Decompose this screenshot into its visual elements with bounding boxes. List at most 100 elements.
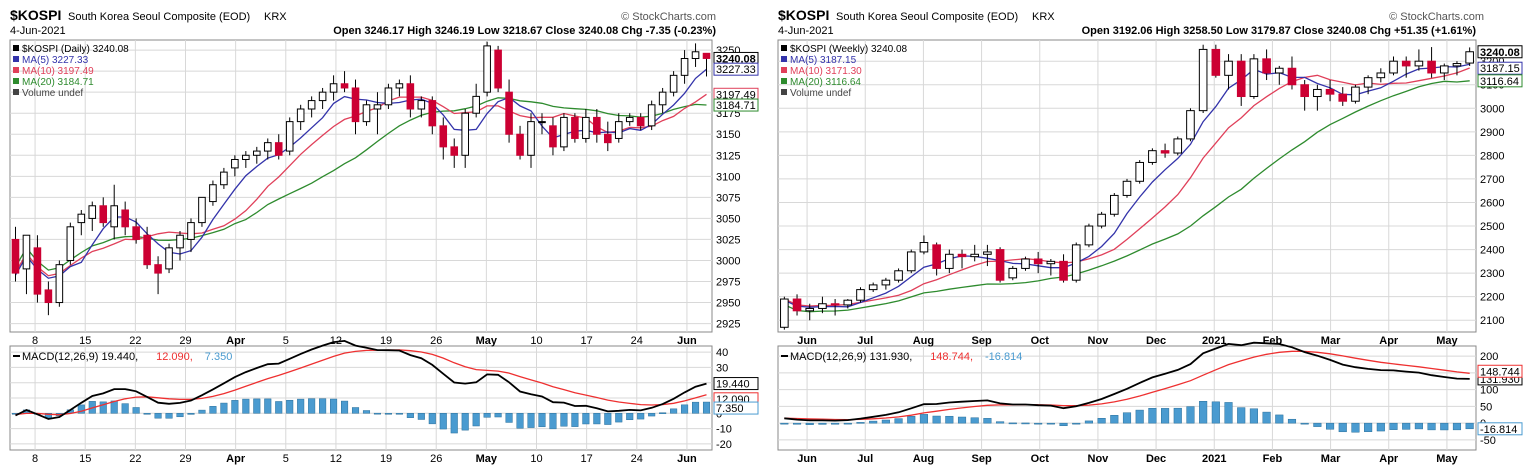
candle-body bbox=[1325, 88, 1335, 95]
ma20-value-label-box bbox=[713, 98, 759, 112]
candle-body bbox=[945, 253, 954, 269]
macd-histogram-bar bbox=[571, 413, 579, 427]
x-tick-label: 10 bbox=[530, 335, 542, 347]
price-tick-label: 2925 bbox=[716, 319, 740, 331]
price-tick-label: 3150 bbox=[716, 129, 740, 141]
macd-histogram-bar bbox=[439, 413, 447, 430]
macd-histogram-bar bbox=[869, 420, 878, 424]
candle-body bbox=[132, 226, 140, 240]
macd-histogram-bar bbox=[428, 413, 436, 425]
macd-histogram-bar bbox=[154, 413, 162, 419]
candle-body bbox=[1313, 88, 1322, 98]
signal-value-label-box bbox=[1477, 364, 1523, 378]
macd-histogram-bar bbox=[538, 413, 546, 428]
weekly-chart[interactable]: $KOSPI South Korea Seoul Composite (EOD)… bbox=[764, 0, 1528, 468]
candle-body bbox=[906, 251, 916, 272]
candle-body bbox=[1160, 150, 1170, 154]
legend-entry: MA(5) 3187.15 bbox=[790, 55, 857, 66]
x-tick-label: May bbox=[1436, 335, 1458, 347]
candle-body bbox=[593, 116, 601, 135]
candle-body bbox=[1262, 58, 1271, 74]
macd-histogram-bar bbox=[1402, 422, 1411, 430]
candle-body bbox=[669, 74, 678, 93]
candle-body bbox=[1274, 67, 1284, 74]
candle-body bbox=[868, 284, 878, 291]
candle-body bbox=[805, 307, 815, 312]
x-tick-label: 24 bbox=[631, 335, 643, 347]
signal-value-label: 148.744 bbox=[1480, 366, 1520, 378]
candle-body bbox=[818, 303, 827, 309]
macd-histogram-bar bbox=[77, 404, 85, 414]
macd-line bbox=[784, 341, 1470, 422]
macd-histogram-bar bbox=[805, 422, 814, 425]
ma10-value-label: 3197.49 bbox=[716, 89, 756, 101]
candle-body bbox=[549, 125, 557, 148]
candle-body bbox=[253, 150, 261, 156]
candle-body bbox=[143, 234, 151, 266]
candle-body bbox=[702, 52, 711, 59]
close-value-label: 3240.08 bbox=[716, 53, 756, 65]
candle-body bbox=[483, 45, 491, 93]
candle-body bbox=[384, 87, 393, 106]
macd-tick-label: 200 bbox=[1480, 351, 1498, 363]
candle-body bbox=[970, 253, 980, 258]
candle-body bbox=[680, 58, 689, 76]
candle-body bbox=[856, 289, 865, 301]
candle-body bbox=[121, 209, 129, 228]
chart-date: 4-Jun-2021 bbox=[10, 25, 66, 37]
x-tick-label: Dec bbox=[1146, 335, 1166, 347]
macd-histogram-bar bbox=[549, 413, 557, 430]
ma5-value-label: 3227.33 bbox=[716, 64, 756, 76]
macd-histogram-bar bbox=[1262, 411, 1271, 424]
macd-histogram-bar bbox=[702, 401, 711, 414]
macd-histogram-bar bbox=[461, 413, 469, 431]
legend-swatch bbox=[13, 89, 19, 95]
macd-histogram-bar bbox=[1097, 418, 1106, 424]
x-tick-label: 8 bbox=[32, 335, 38, 347]
candle-body bbox=[176, 234, 184, 249]
macd-histogram-bar bbox=[341, 400, 349, 414]
x-tick-label: 17 bbox=[581, 453, 593, 465]
candle-body bbox=[296, 108, 305, 123]
candle-body bbox=[187, 222, 195, 240]
macd-histogram-bar bbox=[1287, 418, 1297, 424]
macd-histogram-bar bbox=[1249, 408, 1258, 424]
macd-histogram-bar bbox=[176, 413, 184, 418]
macd-tick-label: -20 bbox=[716, 439, 732, 451]
x-tick-label: 15 bbox=[79, 453, 91, 465]
candle-body bbox=[1300, 84, 1309, 98]
candle-body bbox=[1427, 60, 1436, 74]
ohlc-summary: Open 3246.17 High 3246.19 Low 3218.67 Cl… bbox=[333, 25, 716, 37]
macd-histogram-bar bbox=[373, 412, 381, 415]
candle-body bbox=[11, 238, 20, 274]
candle-body bbox=[329, 83, 338, 93]
macd-histogram-bar bbox=[1351, 422, 1360, 433]
candle-body bbox=[792, 298, 802, 312]
macd-histogram-bar bbox=[1084, 420, 1093, 424]
macd-histogram-bar bbox=[831, 422, 840, 425]
histogram-value-label-box bbox=[1477, 422, 1523, 436]
macd-histogram-bar bbox=[220, 402, 228, 414]
price-tick-label: 2100 bbox=[1480, 315, 1504, 327]
macd-histogram-bar bbox=[1452, 422, 1462, 431]
candle-body bbox=[919, 242, 929, 253]
candle-body bbox=[1224, 60, 1233, 76]
macd-histogram-bar bbox=[659, 412, 667, 414]
x-tick-label: Oct bbox=[1031, 453, 1050, 465]
macd-histogram-bar bbox=[1313, 422, 1322, 427]
macd-histogram-bar bbox=[582, 413, 590, 425]
macd-histogram-bar bbox=[626, 413, 634, 421]
close-value-label-box bbox=[1477, 45, 1523, 59]
x-tick-label: 26 bbox=[430, 453, 442, 465]
macd-histogram-bar bbox=[1389, 422, 1398, 430]
x-tick-label: Apr bbox=[1379, 335, 1399, 347]
candle-body bbox=[1046, 260, 1056, 265]
price-frame bbox=[9, 39, 713, 333]
macd-histogram-bar bbox=[297, 398, 305, 414]
daily-chart[interactable]: $KOSPI South Korea Seoul Composite (EOD)… bbox=[0, 0, 764, 468]
candle-body bbox=[932, 244, 941, 269]
macd-histogram-bar bbox=[1338, 422, 1347, 433]
candle-body bbox=[571, 116, 579, 139]
macd-histogram-bar bbox=[198, 409, 206, 414]
macd-histogram-bar bbox=[1364, 422, 1373, 432]
